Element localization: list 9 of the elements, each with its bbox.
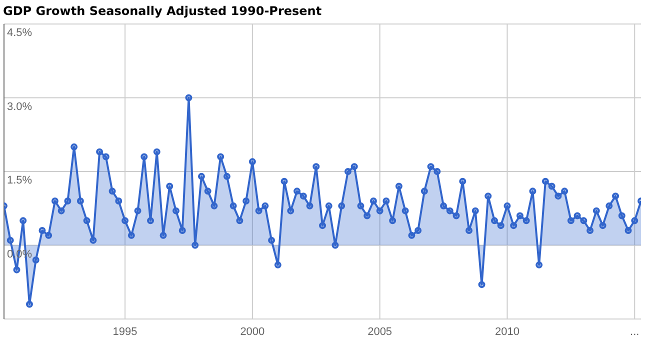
x-tick-label: ... [630, 326, 640, 338]
x-tick-label: 1995 [112, 326, 138, 338]
y-tick-label: 3.0% [7, 100, 32, 113]
x-tick-label: 2005 [368, 326, 392, 338]
chart-title: GDP Growth Seasonally Adjusted 1990-Present [3, 4, 322, 18]
x-tick-label: 2010 [494, 326, 520, 338]
y-tick-label: 4.5% [7, 27, 32, 39]
x-tick-label: 2000 [240, 326, 265, 338]
y-tick-label: 1.5% [7, 174, 32, 186]
